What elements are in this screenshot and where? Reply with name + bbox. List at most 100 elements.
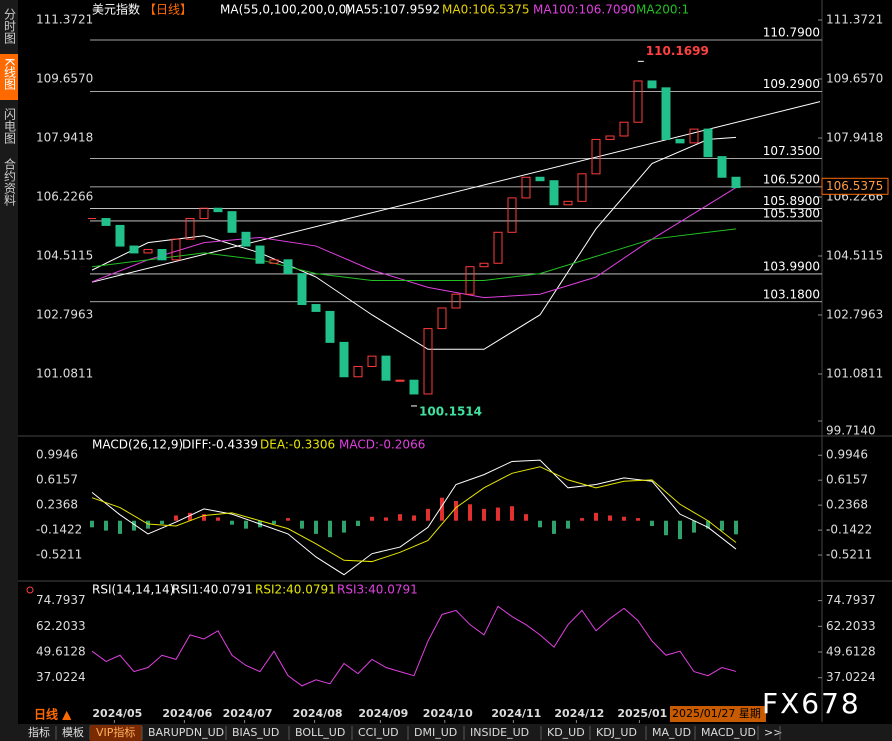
macd-bar [706,520,710,529]
pane-title: RSI(14,14,14) [92,583,174,597]
macd-bar [216,517,220,521]
y-tick-label-right: 0.9946 [826,448,868,462]
chart-subtitle: 【日线】 [144,3,192,17]
tab[interactable]: DMI_UD [414,726,457,739]
tab[interactable]: >> [764,726,782,739]
candle [325,310,335,343]
level-label: 103.9900 [763,259,820,273]
candle [563,200,573,206]
macd-bar [356,520,360,526]
macd-bar [300,520,304,529]
candle [101,218,111,226]
y-tick-label-right: 74.7937 [826,593,876,607]
macd-bar [160,520,164,525]
candle [423,328,433,395]
macd-bar [272,520,276,525]
legend-entry: MA0:106.5375 [442,3,530,17]
candle [185,218,195,240]
tab[interactable]: BOLL_UD [295,726,345,739]
macd-bar [244,520,248,529]
macd-bar [342,520,346,533]
x-tick-label: 2025/01 [617,707,667,720]
candle [409,379,419,395]
candle [311,304,321,312]
y-tick-label-right: 102.7963 [826,307,883,321]
tab[interactable]: 模板 [62,725,84,739]
x-tick-label: 2024/09 [358,707,408,720]
candle [115,224,125,247]
y-tick-label: -0.1422 [36,523,82,537]
sidebar-tab[interactable]: K线图 [3,58,17,90]
candle [647,80,657,89]
tab[interactable]: INSIDE_UD [470,726,529,739]
candle [157,248,167,261]
tab[interactable]: VIP指标 [96,725,135,739]
tab[interactable]: CCI_UD [358,726,399,739]
macd-bar [370,516,374,521]
candle [213,207,223,213]
candle [199,207,209,220]
sidebar-tab[interactable]: 合约资料 [3,157,17,206]
y-tick-label: 101.0811 [36,366,93,380]
legend-entry: MA55:107.9592 [345,3,440,17]
y-tick-label-right: 37.0224 [826,670,876,684]
tab[interactable]: 指标 [28,725,50,739]
level-label: 103.1800 [763,287,820,301]
legend-entry: DIFF:-0.4339 [182,438,258,452]
date-label: 2025/01/27 星期 [672,707,761,720]
tab[interactable]: MACD_UD [701,726,756,739]
x-tick-label: 2024/11 [491,707,541,720]
period-label[interactable]: 日线 ▲ [34,707,72,722]
active-tab-bg [0,54,18,100]
tab[interactable]: KDJ_UD [596,726,637,739]
tab[interactable]: BIAS_UD [232,726,279,739]
legend-entry: DEA:-0.3306 [260,438,335,452]
macd-bar [440,497,444,521]
settings-icon [26,586,34,594]
candle [633,80,643,123]
tab-bg [90,725,142,741]
legend-entry: MA100:106.7090 [533,3,636,17]
candle [143,248,153,254]
macd-bar [286,518,290,521]
level-label: 105.5300 [763,206,820,220]
macd-bar [594,512,598,521]
y-tick-label: 111.3721 [36,13,93,27]
candle [591,138,601,175]
candle [619,121,629,137]
tab[interactable]: KD_UD [547,726,585,739]
indicator: MA(55,0,100,200,0,0) [220,3,351,17]
sidebar [0,0,18,741]
macd-bar [622,516,626,521]
candle [227,211,237,233]
candle [297,273,307,306]
y-tick-label: 0.6157 [36,473,78,487]
sidebar-tab[interactable]: 分时图 [3,8,17,44]
macd-bar [146,520,150,529]
x-tick-label: 2024/10 [423,707,473,720]
pane-title: MACD(26,12,9) [92,438,183,452]
x-tick-label: 2024/12 [554,707,604,720]
macd-bar [202,514,206,521]
legend-entry: RSI1:40.0791 [172,583,253,597]
y-tick-label-right: 111.3721 [826,13,883,27]
macd-bar [468,504,472,521]
macd-bar [118,520,122,534]
macd-bar [398,514,402,521]
tab[interactable]: BARUPDN_UD [148,726,224,739]
x-tick-label: 2024/05 [92,707,142,720]
tab[interactable]: MA_UD [652,726,691,739]
y-tick-label-right: -0.1422 [826,523,872,537]
legend-entry: RSI3:40.0791 [337,583,418,597]
y-min-label: 99.7140 [826,424,876,438]
candle [577,173,587,202]
x-tick-label: 2024/07 [223,707,273,720]
macd-bar [510,506,514,521]
y-tick-label: 0.2368 [36,498,78,512]
y-tick-label: 104.5115 [36,248,93,262]
level-label: 105.8900 [763,194,820,208]
macd-line [91,459,737,576]
candle [129,245,139,254]
sidebar-tab[interactable]: 闪电图 [3,108,17,144]
